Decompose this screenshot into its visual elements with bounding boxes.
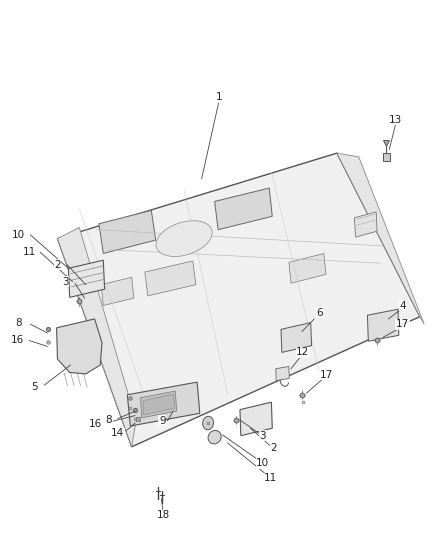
Text: 8: 8: [106, 415, 112, 425]
Polygon shape: [101, 277, 134, 305]
Polygon shape: [215, 188, 272, 230]
Polygon shape: [240, 402, 272, 435]
Polygon shape: [276, 367, 289, 381]
Polygon shape: [289, 254, 326, 283]
Polygon shape: [68, 260, 105, 297]
Polygon shape: [141, 391, 177, 418]
Polygon shape: [145, 261, 196, 296]
Polygon shape: [281, 322, 311, 352]
Polygon shape: [383, 153, 390, 160]
Polygon shape: [143, 394, 175, 415]
Text: 10: 10: [11, 230, 25, 240]
Polygon shape: [57, 228, 136, 447]
Ellipse shape: [203, 416, 214, 430]
Text: 2: 2: [54, 260, 61, 270]
Polygon shape: [367, 309, 399, 341]
Polygon shape: [57, 319, 102, 374]
Text: 16: 16: [89, 419, 102, 430]
Text: 9: 9: [159, 416, 166, 426]
Text: 12: 12: [296, 348, 310, 357]
Text: 13: 13: [389, 115, 403, 125]
Polygon shape: [57, 153, 420, 447]
Polygon shape: [99, 211, 155, 254]
Text: 2: 2: [270, 443, 277, 453]
Text: 8: 8: [16, 318, 22, 328]
Polygon shape: [354, 212, 377, 237]
Text: 3: 3: [62, 277, 69, 287]
Text: 10: 10: [256, 458, 269, 468]
Polygon shape: [127, 382, 200, 426]
Text: 5: 5: [32, 382, 38, 392]
Text: 17: 17: [319, 370, 332, 379]
Text: 11: 11: [22, 247, 36, 257]
Polygon shape: [337, 153, 424, 324]
Ellipse shape: [156, 221, 212, 256]
Text: 14: 14: [111, 429, 124, 439]
Text: 4: 4: [399, 301, 406, 311]
Text: 17: 17: [396, 319, 409, 329]
Text: 3: 3: [259, 431, 266, 441]
Text: 11: 11: [264, 473, 277, 483]
Text: 18: 18: [156, 510, 170, 520]
Text: 16: 16: [11, 335, 24, 345]
Ellipse shape: [208, 431, 221, 444]
Text: 6: 6: [316, 308, 323, 318]
Text: 1: 1: [215, 92, 223, 102]
